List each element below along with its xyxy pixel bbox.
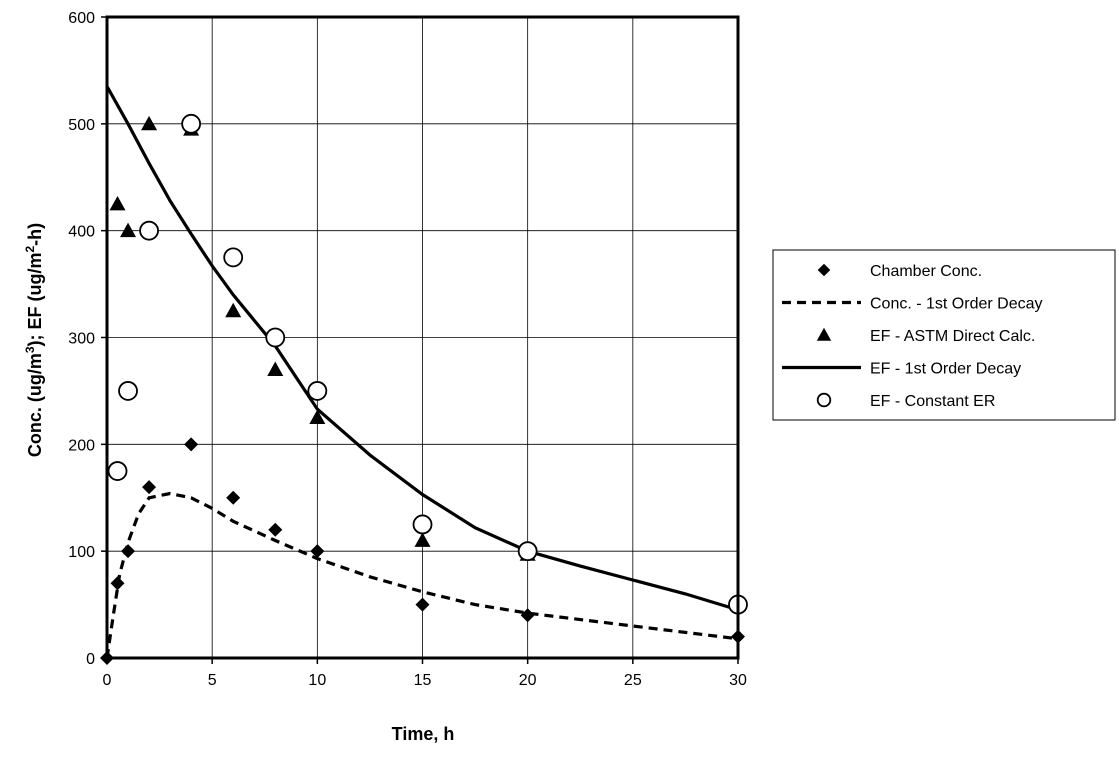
data-point-chamber-conc (415, 597, 430, 612)
series-line-ef-1st-order-decay (105, 85, 739, 612)
data-point-ef-astm-direct-calc (414, 532, 431, 547)
data-point-chamber-conc (142, 480, 157, 495)
data-point-ef-astm-direct-calc (109, 195, 126, 211)
legend-label: EF - ASTM Direct Calc. (870, 328, 1035, 345)
data-point-chamber-conc (121, 544, 136, 559)
y-tick-label: 200 (68, 437, 95, 454)
data-point-chamber-conc (110, 576, 125, 591)
x-tick-label: 0 (103, 672, 112, 689)
data-point-ef-constant-er (223, 247, 244, 268)
x-tick-label: 15 (414, 672, 432, 689)
y-axis-label-part: Conc. (ug/m (25, 353, 45, 457)
data-point-ef-constant-er (118, 381, 138, 401)
y-axis-label-part: -h) (25, 223, 45, 246)
grid-lines (107, 17, 738, 658)
x-tick-label: 5 (208, 672, 217, 689)
data-point-chamber-conc (268, 522, 283, 537)
data-point-ef-constant-er (412, 514, 433, 535)
y-tick-label: 600 (68, 10, 95, 27)
data-point-chamber-conc (226, 490, 241, 505)
x-tick-label: 20 (519, 672, 537, 689)
x-tick-label: 25 (624, 672, 642, 689)
legend-box (772, 249, 1116, 421)
legend-swatch-marker (816, 392, 832, 408)
y-axis-label-part: ); EF (ug/m (25, 253, 45, 347)
data-point-ef-astm-direct-calc (267, 361, 284, 376)
data-point-ef-constant-er (139, 220, 159, 241)
legend-label: Chamber Conc. (870, 263, 982, 280)
data-point-ef-constant-er (307, 381, 328, 401)
legend-label: Conc. - 1st Order Decay (870, 296, 1043, 313)
data-point-chamber-conc (520, 608, 535, 623)
legend-label: EF - 1st Order Decay (870, 361, 1021, 378)
data-point-ef-constant-er (107, 461, 128, 481)
data-point-ef-astm-direct-calc (120, 222, 137, 238)
y-tick-label: 100 (68, 544, 95, 561)
legend-swatch-marker (817, 263, 831, 277)
data-point-ef-constant-er (517, 541, 538, 562)
y-axis-label-superscript: 2 (23, 246, 37, 253)
data-point-ef-astm-direct-calc (141, 115, 158, 131)
x-tick-label: 30 (729, 672, 747, 689)
x-tick-label: 10 (308, 672, 326, 689)
y-tick-label: 400 (68, 224, 95, 241)
y-tick-label: 0 (86, 651, 95, 668)
legend: Chamber Conc. Conc. - 1st Order Decay EF -… (772, 249, 1116, 421)
data-point-ef-constant-er (181, 113, 202, 134)
data-point-ef-astm-direct-calc (225, 302, 242, 318)
data-point-chamber-conc (184, 437, 199, 452)
y-tick-label: 500 (68, 117, 95, 134)
x-axis-label: Time, h (392, 724, 455, 744)
legend-label: EF - Constant ER (870, 393, 995, 410)
data-point-chamber-conc (310, 544, 325, 559)
plot-series (100, 85, 748, 665)
y-tick-label: 300 (68, 331, 95, 348)
data-point-ef-constant-er (265, 327, 286, 348)
legend-swatch-marker (816, 327, 832, 341)
y-axis-label-superscript: 3 (23, 346, 37, 353)
data-point-ef-astm-direct-calc (309, 409, 326, 425)
y-axis-label: Conc. (ug/m3); EF (ug/m2-h) (23, 223, 45, 457)
